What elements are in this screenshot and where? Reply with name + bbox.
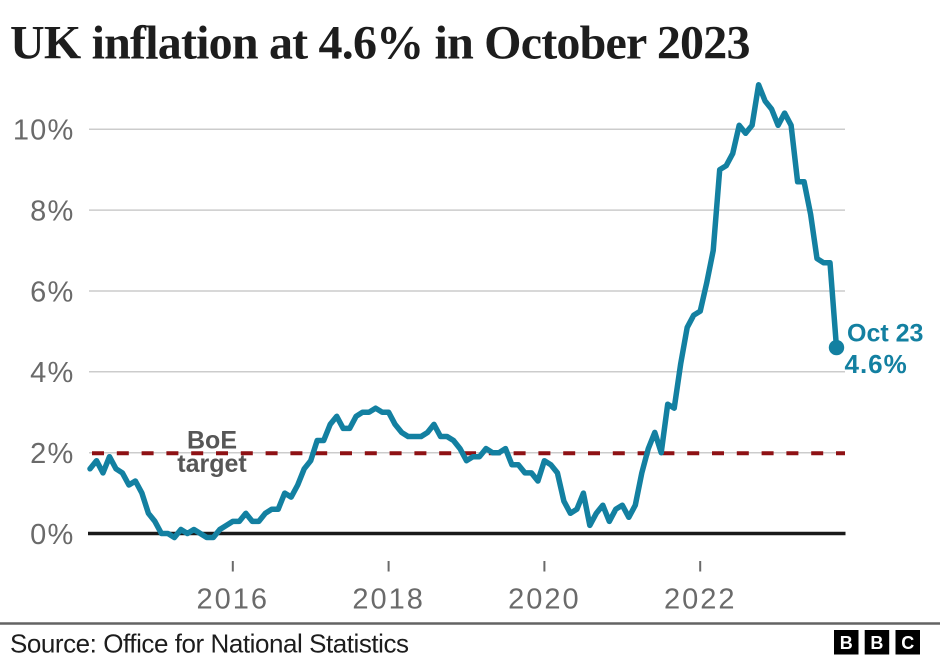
svg-text:B: B: [870, 633, 883, 653]
svg-text:C: C: [901, 633, 914, 653]
svg-text:2%: 2%: [30, 438, 74, 470]
svg-text:2018: 2018: [352, 584, 425, 616]
svg-text:8%: 8%: [30, 195, 74, 227]
svg-text:Oct 23: Oct 23: [847, 319, 923, 347]
svg-text:2016: 2016: [197, 584, 270, 616]
svg-text:target: target: [177, 450, 247, 478]
svg-text:UK inflation at 4.6% in Octobe: UK inflation at 4.6% in October 2023: [10, 17, 750, 70]
svg-text:2022: 2022: [664, 584, 737, 616]
svg-text:BoE: BoE: [187, 427, 237, 455]
svg-text:2020: 2020: [508, 584, 581, 616]
svg-text:Source: Office for National St: Source: Office for National Statistics: [10, 629, 409, 659]
svg-text:0%: 0%: [30, 519, 74, 551]
svg-text:4.6%: 4.6%: [845, 349, 908, 379]
svg-text:10%: 10%: [13, 115, 75, 147]
svg-text:6%: 6%: [30, 276, 74, 308]
svg-text:4%: 4%: [30, 357, 74, 389]
svg-text:B: B: [840, 633, 853, 653]
